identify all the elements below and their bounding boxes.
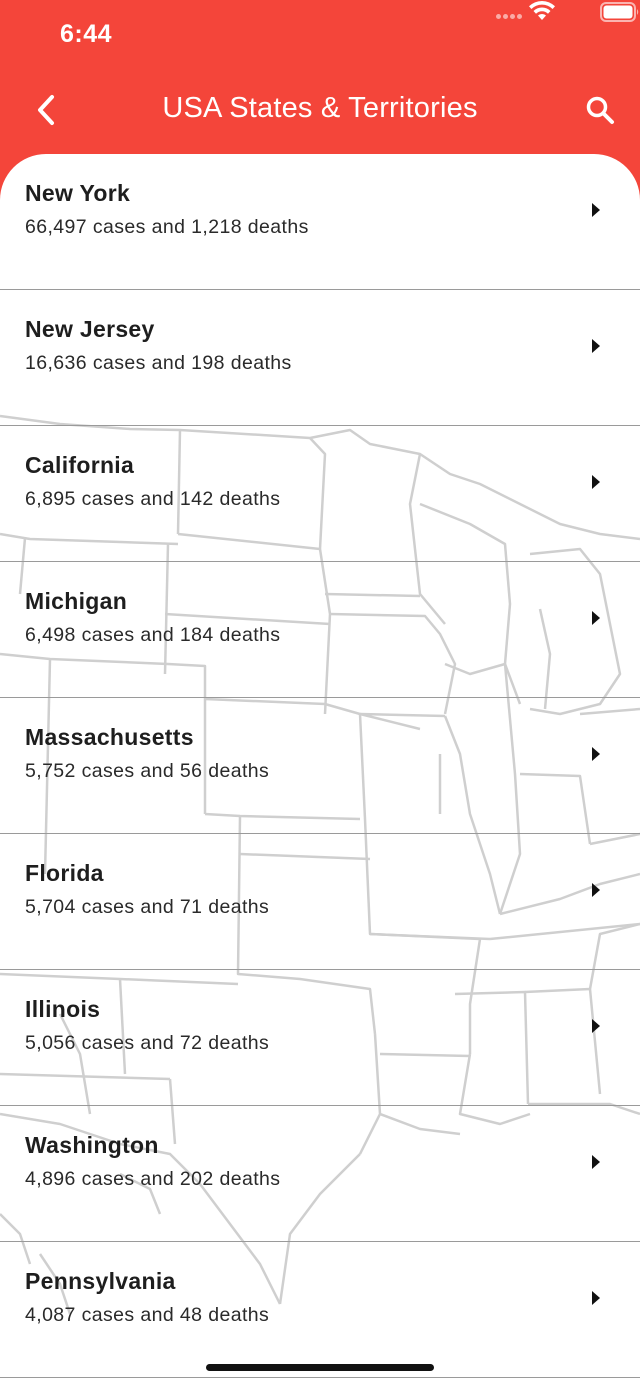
state-stats: 5,056 cases and 72 deaths [25, 1032, 270, 1054]
caret-right-icon [592, 1291, 600, 1305]
state-name: Washington [25, 1132, 159, 1158]
list-item[interactable]: Washington 4,896 cases and 202 deaths [0, 1106, 640, 1242]
cellular-signal-icon [496, 14, 526, 20]
caret-right-icon [592, 611, 600, 625]
battery-icon [600, 2, 639, 22]
back-button[interactable] [26, 90, 66, 130]
state-stats: 4,896 cases and 202 deaths [25, 1168, 281, 1190]
list-item[interactable]: Massachusetts 5,752 cases and 56 deaths [0, 698, 640, 834]
state-list-container[interactable]: New York 66,497 cases and 1,218 deaths N… [0, 154, 640, 1385]
state-stats: 16,636 cases and 198 deaths [25, 352, 292, 374]
list-item[interactable]: New Jersey 16,636 cases and 198 deaths [0, 290, 640, 426]
state-name: Massachusetts [25, 724, 194, 750]
caret-right-icon [592, 747, 600, 761]
state-name: California [25, 452, 135, 478]
navigation-bar: USA States & Territories [0, 78, 640, 144]
wifi-icon [529, 0, 555, 20]
state-name: Pennsylvania [25, 1268, 176, 1294]
state-name: New Jersey [25, 316, 155, 342]
state-stats: 5,752 cases and 56 deaths [25, 760, 270, 782]
search-button[interactable] [580, 90, 620, 130]
caret-right-icon [592, 203, 600, 217]
home-indicator[interactable] [206, 1364, 434, 1371]
caret-right-icon [592, 475, 600, 489]
caret-right-icon [592, 883, 600, 897]
chevron-left-icon [38, 95, 54, 125]
state-stats: 6,895 cases and 142 deaths [25, 488, 281, 510]
state-name: Illinois [25, 996, 101, 1022]
list-item[interactable]: Pennsylvania 4,087 cases and 48 deaths [0, 1242, 640, 1378]
list-item[interactable]: California 6,895 cases and 142 deaths [0, 426, 640, 562]
list-item[interactable]: New York 66,497 cases and 1,218 deaths [0, 154, 640, 290]
page-title: USA States & Territories [162, 92, 478, 124]
list-item[interactable]: Florida 5,704 cases and 71 deaths [0, 834, 640, 970]
search-icon [586, 96, 614, 124]
status-time: 6:44 [60, 20, 113, 48]
state-stats: 6,498 cases and 184 deaths [25, 624, 281, 646]
state-name: New York [25, 180, 131, 206]
state-stats: 66,497 cases and 1,218 deaths [25, 216, 309, 238]
state-stats: 5,704 cases and 71 deaths [25, 896, 270, 918]
list-item[interactable]: Illinois 5,056 cases and 72 deaths [0, 970, 640, 1106]
status-bar: 6:44 [0, 0, 640, 70]
state-name: Florida [25, 860, 104, 886]
caret-right-icon [592, 1155, 600, 1169]
usa-map-background [0, 414, 640, 1315]
state-stats: 4,087 cases and 48 deaths [25, 1304, 270, 1326]
list-item[interactable]: Michigan 6,498 cases and 184 deaths [0, 562, 640, 698]
state-list: New York 66,497 cases and 1,218 deaths N… [0, 154, 640, 1378]
state-name: Michigan [25, 588, 128, 614]
caret-right-icon [592, 339, 600, 353]
caret-right-icon [592, 1019, 600, 1033]
